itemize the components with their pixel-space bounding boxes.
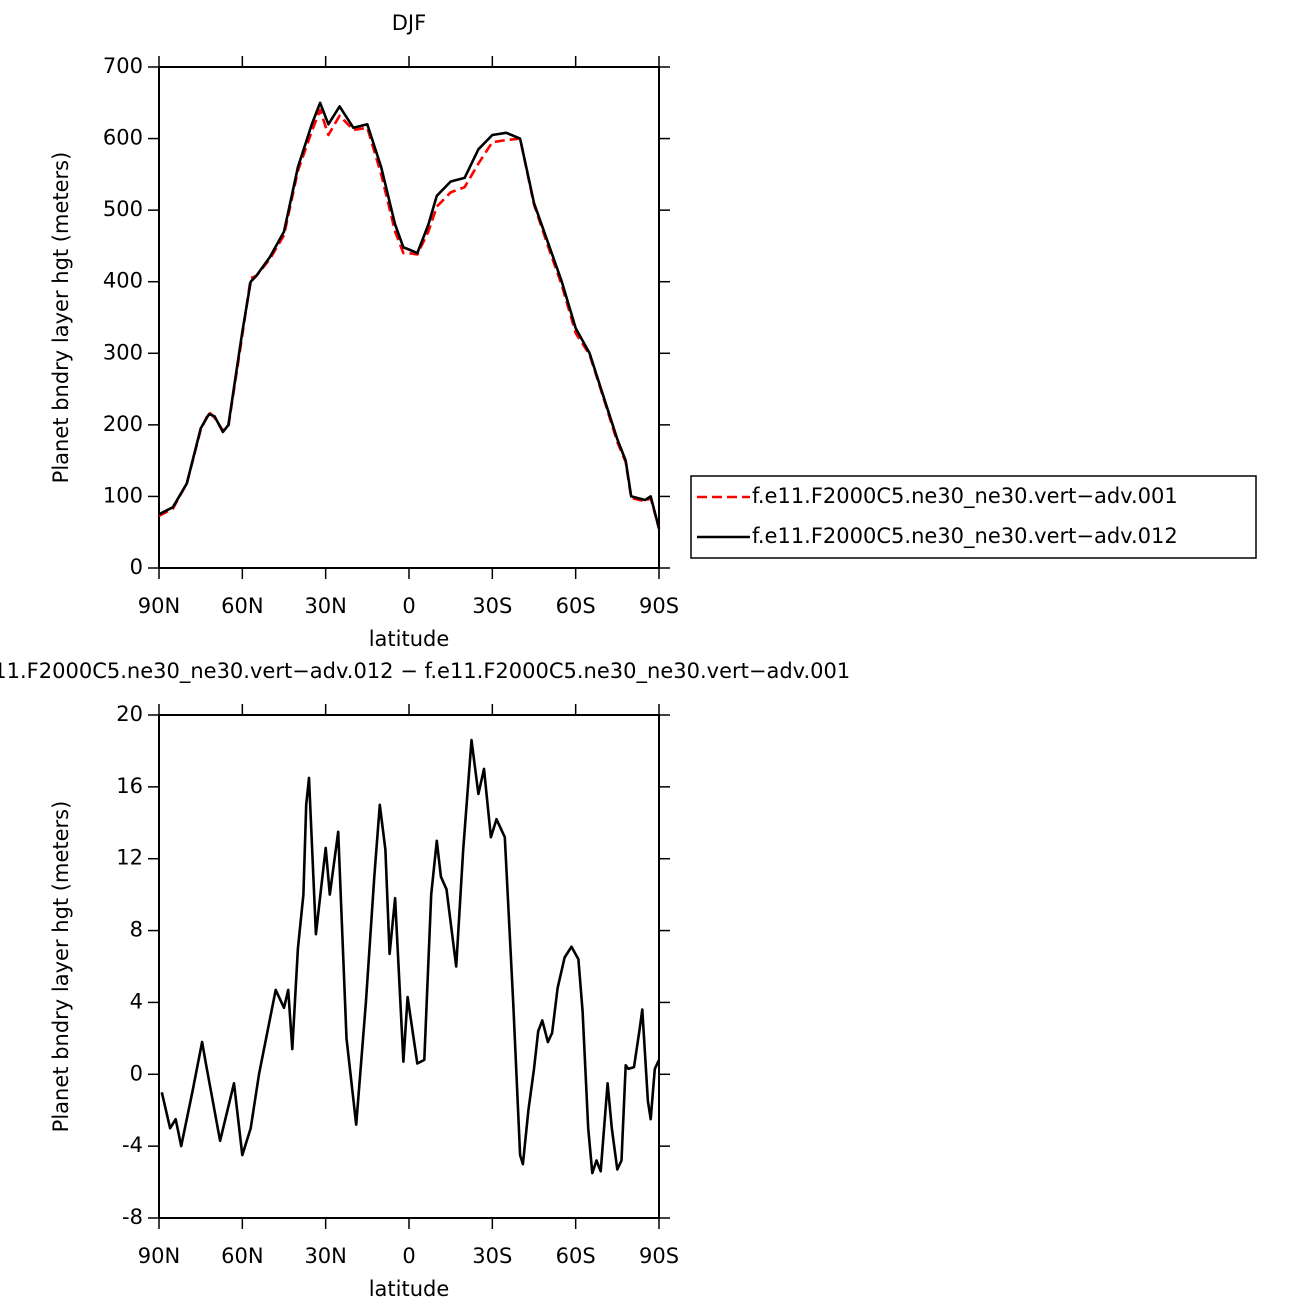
plot-frame [158,66,660,569]
x-tick-label: 90S [639,594,679,618]
x-tick-label: 0 [402,594,415,618]
data-line [160,738,661,1175]
y-tick-label: 700 [103,54,143,78]
data-line [158,108,661,529]
y-tick-label: 200 [103,412,143,436]
y-tick-label: 400 [103,269,143,293]
y-tick-label: 500 [103,197,143,221]
chart-title: DJF [392,11,426,35]
x-tick-label: 60N [221,1244,263,1268]
y-tick-label: 100 [103,483,143,507]
x-tick-label: 30S [472,594,512,618]
legend-label: f.e11.F2000C5.ne30_ne30.vert−adv.012 [752,524,1178,549]
y-tick-label: 12 [116,846,143,870]
x-axis-label: latitude [369,1277,450,1301]
y-tick-label: 16 [116,774,143,798]
y-tick-label: -8 [122,1205,143,1229]
x-tick-label: 30S [472,1244,512,1268]
y-tick-label: 600 [103,126,143,150]
legend-box [690,475,1257,559]
chart-title: f.e11.F2000C5.ne30_ne30.vert−adv.012 − f… [0,659,850,684]
y-tick-label: 0 [130,555,143,579]
y-axis-label: Planet bndry layer hgt (meters) [49,152,73,484]
y-tick-label: 300 [103,340,143,364]
y-axis-label: Planet bndry layer hgt (meters) [49,801,73,1133]
x-tick-label: 60S [556,594,596,618]
x-tick-label: 30N [304,1244,346,1268]
data-line [158,101,661,529]
x-axis-label: latitude [369,627,450,651]
y-tick-label: 0 [130,1061,143,1085]
x-tick-label: 90S [639,1244,679,1268]
x-tick-label: 60N [221,594,263,618]
y-tick-label: 20 [116,702,143,726]
plot-frame [158,714,660,1219]
y-tick-label: 8 [130,918,143,942]
x-tick-label: 60S [556,1244,596,1268]
x-tick-label: 90N [138,1244,180,1268]
y-tick-label: 4 [130,989,143,1013]
x-tick-label: 30N [304,594,346,618]
x-tick-label: 90N [138,594,180,618]
legend-label: f.e11.F2000C5.ne30_ne30.vert−adv.001 [752,484,1178,509]
y-tick-label: -4 [122,1133,143,1157]
x-tick-label: 0 [402,1244,415,1268]
